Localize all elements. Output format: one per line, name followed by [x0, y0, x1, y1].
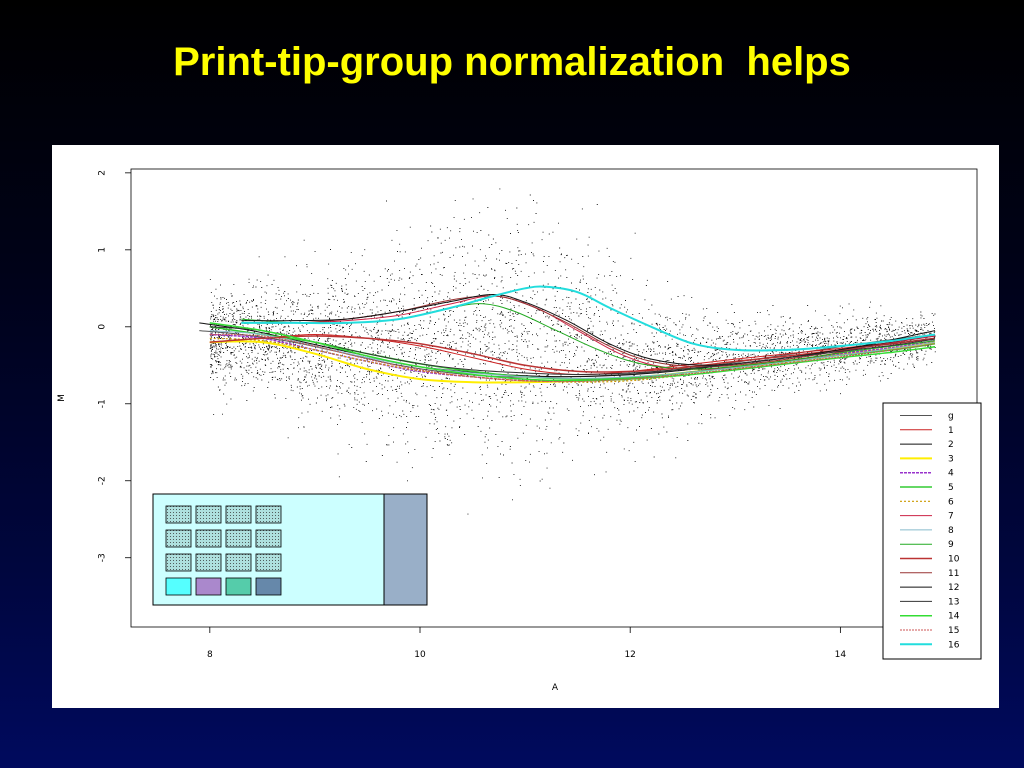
print-tip-block [255, 529, 282, 548]
x-axis-title: A [552, 683, 559, 693]
plot-frame [130, 168, 978, 628]
print-tip-block [165, 577, 192, 596]
print-tip-block [195, 577, 222, 596]
print-tip-block [195, 529, 222, 548]
scatter-point-cloud [209, 188, 936, 515]
y-axis: 2 1 0 -1 -2 -3 [98, 170, 131, 562]
series-line-14 [209, 322, 936, 382]
x-tick-label: 14 [835, 650, 847, 660]
plot-panel: 8 10 12 14 2 1 0 -1 -2 -3 A M g 1 2 3 4 5 6 7 8 9 10 11 12 13… [52, 145, 999, 708]
print-tip-block [225, 529, 252, 548]
loess-curves [199, 285, 936, 384]
y-tick-label: 1 [98, 247, 108, 253]
series-line-16 [241, 285, 936, 352]
series-line-15 [209, 334, 936, 383]
legend-label: 9 [948, 540, 954, 550]
legend-label: 2 [948, 440, 954, 450]
legend-label: 7 [948, 512, 954, 522]
y-axis-title: M [57, 394, 67, 402]
x-axis: 8 10 12 14 [207, 627, 846, 660]
x-tick-label: 10 [414, 650, 426, 660]
print-tip-block [225, 553, 252, 572]
legend-label: 12 [948, 583, 959, 593]
legend-label: 4 [948, 469, 954, 479]
legend-label: 14 [948, 612, 960, 622]
array-label-bar [383, 493, 428, 606]
legend-label: 6 [948, 497, 954, 507]
legend-label: 3 [948, 454, 954, 464]
print-tip-block [195, 553, 222, 572]
legend-label: 13 [948, 597, 959, 607]
y-tick-label: -2 [98, 476, 108, 485]
y-tick-label: -1 [98, 399, 108, 408]
slide-title: Print-tip-group normalization helps [173, 40, 851, 84]
legend-label: 16 [948, 640, 960, 650]
legend-label: 8 [948, 526, 954, 536]
print-tip-block [255, 505, 282, 524]
print-tip-block [165, 505, 192, 524]
print-tip-block [225, 505, 252, 524]
print-tip-block [195, 505, 222, 524]
legend-label: 1 [948, 426, 954, 436]
y-tick-label: 0 [98, 324, 108, 330]
legend-label: 11 [948, 569, 959, 579]
y-tick-label: 2 [98, 170, 108, 176]
y-tick-label: -3 [98, 553, 108, 562]
x-tick-label: 8 [207, 650, 213, 660]
scatter-points [209, 188, 936, 515]
legend-label: 10 [948, 555, 960, 565]
print-tip-array-inset [152, 493, 428, 606]
print-tip-block [165, 553, 192, 572]
print-tip-block [255, 553, 282, 572]
print-tip-block [225, 577, 252, 596]
legend-box [882, 402, 982, 660]
x-tick-label: 12 [624, 650, 635, 660]
print-tip-block [165, 529, 192, 548]
legend-label: g [948, 412, 954, 422]
legend-label: 5 [948, 483, 954, 493]
ma-plot: 8 10 12 14 210-1-2-3 A M g12345678910111213… [57, 168, 982, 693]
legend-label: 15 [948, 626, 959, 636]
print-tip-block [255, 577, 282, 596]
